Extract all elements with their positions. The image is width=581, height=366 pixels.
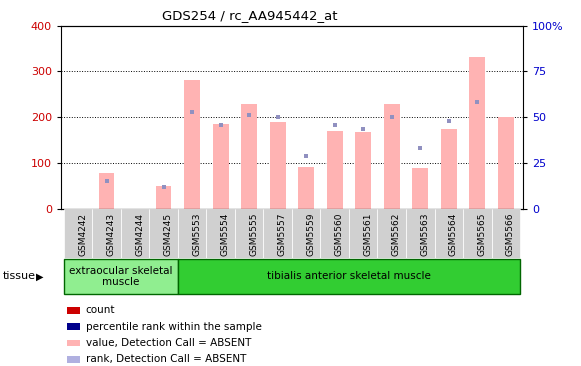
Text: GSM5564: GSM5564 (449, 213, 458, 256)
Bar (178, 209, 206, 258)
Bar (67, 340, 80, 346)
Bar (292, 209, 321, 258)
Bar (184, 80, 200, 209)
Text: rank, Detection Call = ABSENT: rank, Detection Call = ABSENT (85, 354, 246, 364)
Bar (356, 132, 371, 209)
Bar (321, 209, 349, 258)
Text: GSM5565: GSM5565 (477, 213, 486, 256)
Text: GSM4245: GSM4245 (164, 213, 173, 256)
Text: GSM5559: GSM5559 (306, 213, 315, 256)
Bar (206, 209, 235, 258)
Text: GSM4244: GSM4244 (135, 213, 144, 255)
Text: GSM5562: GSM5562 (392, 213, 401, 256)
Bar (67, 323, 80, 330)
Text: GSM5555: GSM5555 (249, 213, 258, 256)
Bar (406, 209, 435, 258)
Text: tissue: tissue (3, 271, 36, 281)
Bar (213, 124, 228, 209)
Bar (413, 168, 428, 209)
Text: tibialis anterior skeletal muscle: tibialis anterior skeletal muscle (267, 271, 431, 281)
Bar (67, 356, 80, 363)
Bar (64, 209, 92, 258)
Text: percentile rank within the sample: percentile rank within the sample (85, 322, 261, 332)
Text: GSM5560: GSM5560 (335, 213, 344, 256)
Bar (378, 209, 406, 258)
Text: GSM5561: GSM5561 (363, 213, 372, 256)
Bar (349, 209, 378, 258)
Text: GSM5557: GSM5557 (278, 213, 286, 256)
Bar (435, 209, 463, 258)
Bar (64, 259, 178, 294)
Text: GSM4243: GSM4243 (107, 213, 116, 256)
Text: GSM5553: GSM5553 (192, 213, 201, 256)
Text: extraocular skeletal
muscle: extraocular skeletal muscle (69, 265, 173, 287)
Bar (492, 209, 520, 258)
Text: value, Detection Call = ABSENT: value, Detection Call = ABSENT (85, 338, 251, 348)
Bar (178, 259, 520, 294)
Bar (327, 131, 343, 209)
Bar (121, 209, 149, 258)
Text: ▶: ▶ (36, 271, 44, 281)
Bar (441, 128, 457, 209)
Bar (498, 117, 514, 209)
Bar (241, 104, 257, 209)
Bar (299, 167, 314, 209)
Text: count: count (85, 306, 115, 315)
Bar (149, 209, 178, 258)
Bar (469, 57, 485, 209)
Bar (384, 104, 400, 209)
Text: GSM5563: GSM5563 (420, 213, 429, 256)
Bar (463, 209, 492, 258)
Text: GDS254 / rc_AA945442_at: GDS254 / rc_AA945442_at (162, 9, 338, 22)
Bar (263, 209, 292, 258)
Text: GSM5566: GSM5566 (506, 213, 515, 256)
Bar (92, 209, 121, 258)
Bar (270, 122, 285, 209)
Bar (156, 186, 171, 209)
Bar (67, 307, 80, 314)
Text: GSM5554: GSM5554 (221, 213, 229, 256)
Text: GSM4242: GSM4242 (78, 213, 87, 255)
Bar (235, 209, 263, 258)
Bar (99, 173, 114, 209)
